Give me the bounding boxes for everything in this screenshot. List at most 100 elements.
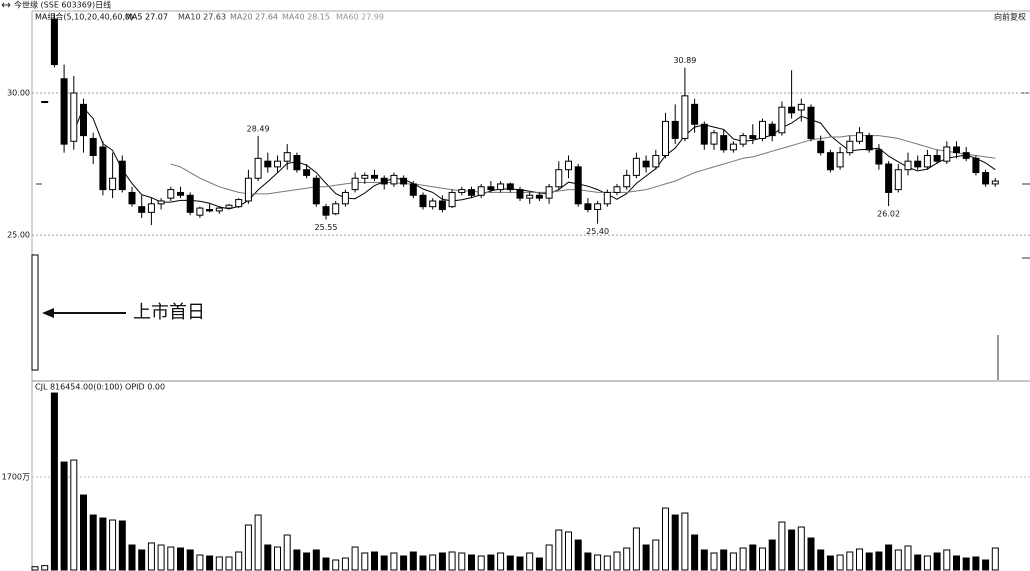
candle-body [535, 194, 543, 199]
candle-body [700, 123, 708, 145]
volume-bar [322, 557, 330, 571]
candle-body [817, 140, 825, 154]
volume-bar [80, 494, 87, 571]
volume-bar [671, 514, 679, 571]
candle-body [235, 199, 243, 208]
volume-bar [594, 554, 602, 571]
title-icon [1, 2, 11, 8]
volume-bar [729, 552, 737, 571]
candle-body [788, 106, 796, 114]
candle-body [933, 155, 941, 162]
candle-body [991, 180, 999, 185]
volume-bar [613, 551, 621, 571]
candle-body [361, 174, 369, 179]
volume-bar [565, 531, 572, 571]
ma-legend: MA10 27.63 [178, 13, 226, 22]
candle-body [826, 152, 834, 171]
candle-body [332, 203, 340, 215]
candle-body [31, 254, 39, 371]
candle-body [710, 132, 718, 145]
candle-body [652, 155, 660, 168]
candle-body [778, 106, 786, 134]
candle-body [409, 183, 417, 196]
volume-bar [419, 555, 427, 571]
candle-body [972, 157, 980, 174]
candle-body [836, 152, 844, 168]
volume-bar [875, 551, 883, 571]
candle-body [749, 135, 757, 139]
volume-bar [652, 539, 660, 571]
candle-body [312, 177, 320, 205]
volume-bar [720, 549, 728, 571]
volume-bar [448, 551, 456, 571]
candle-body [448, 191, 456, 208]
candle-body [303, 169, 311, 176]
candle-body [429, 200, 437, 208]
volume-bar [933, 552, 941, 571]
volume-bar [215, 556, 223, 571]
candle-body [923, 155, 931, 168]
volume-bar [856, 548, 863, 571]
volume-bar [788, 529, 796, 571]
candle-body [846, 140, 854, 154]
volume-bar [768, 539, 776, 571]
volume-bar [303, 552, 311, 571]
candle-body [274, 160, 281, 168]
volume-bar [264, 544, 272, 571]
volume-bar [914, 554, 922, 571]
candle-body [768, 123, 776, 137]
volume-bar [807, 537, 815, 571]
candle-body [322, 206, 330, 216]
candle-body [128, 191, 136, 205]
volume-bar [371, 551, 378, 571]
volume-bar [157, 544, 165, 571]
candle-body [885, 163, 893, 193]
volume-bar [555, 529, 563, 571]
candle-body [264, 160, 272, 168]
candle-body [691, 103, 699, 125]
volume-bar [691, 534, 699, 571]
volume-bar [70, 459, 78, 571]
volume-bar [400, 555, 408, 571]
volume-bar [351, 546, 359, 571]
volume-title: CJL 816454.00(0:100) OPID 0.00 [35, 383, 165, 392]
volume-bar [885, 544, 893, 571]
candle-body [70, 92, 78, 142]
candle-body [225, 204, 233, 209]
candle-body [283, 152, 291, 162]
candle-body [419, 194, 427, 208]
volume-bar [147, 542, 155, 571]
volume-bar [526, 552, 534, 571]
candle-body [196, 207, 204, 216]
ma-params: MA组合(5,10,20,40,60,0) [35, 12, 133, 22]
volume-bar [923, 555, 931, 571]
volume-bar [487, 554, 495, 571]
volume-bar [332, 559, 340, 571]
volume-bar [584, 552, 592, 571]
volume-bar [50, 392, 58, 571]
candle-body [565, 160, 572, 171]
candle-body [613, 186, 621, 193]
candle-body [759, 120, 766, 139]
candle-body [167, 189, 175, 199]
candle-body [594, 203, 602, 210]
volume-bar [623, 547, 631, 571]
volume-bar [244, 524, 252, 571]
ma-legend: MA20 27.64 [230, 13, 278, 22]
volume-bar [817, 549, 825, 571]
volume-bar [186, 549, 194, 571]
candle-body [177, 191, 184, 196]
volume-bar [545, 544, 553, 571]
volume-bar [235, 551, 243, 571]
extreme-label: 25.55 [315, 223, 338, 232]
candle-body [943, 146, 951, 162]
volume-bar [128, 544, 136, 571]
volume-bar [196, 554, 204, 571]
candle-body [293, 155, 301, 171]
volume-bar [962, 557, 970, 571]
volume-bar [438, 552, 446, 571]
volume-bar [283, 534, 291, 571]
volume-bar [274, 546, 281, 571]
